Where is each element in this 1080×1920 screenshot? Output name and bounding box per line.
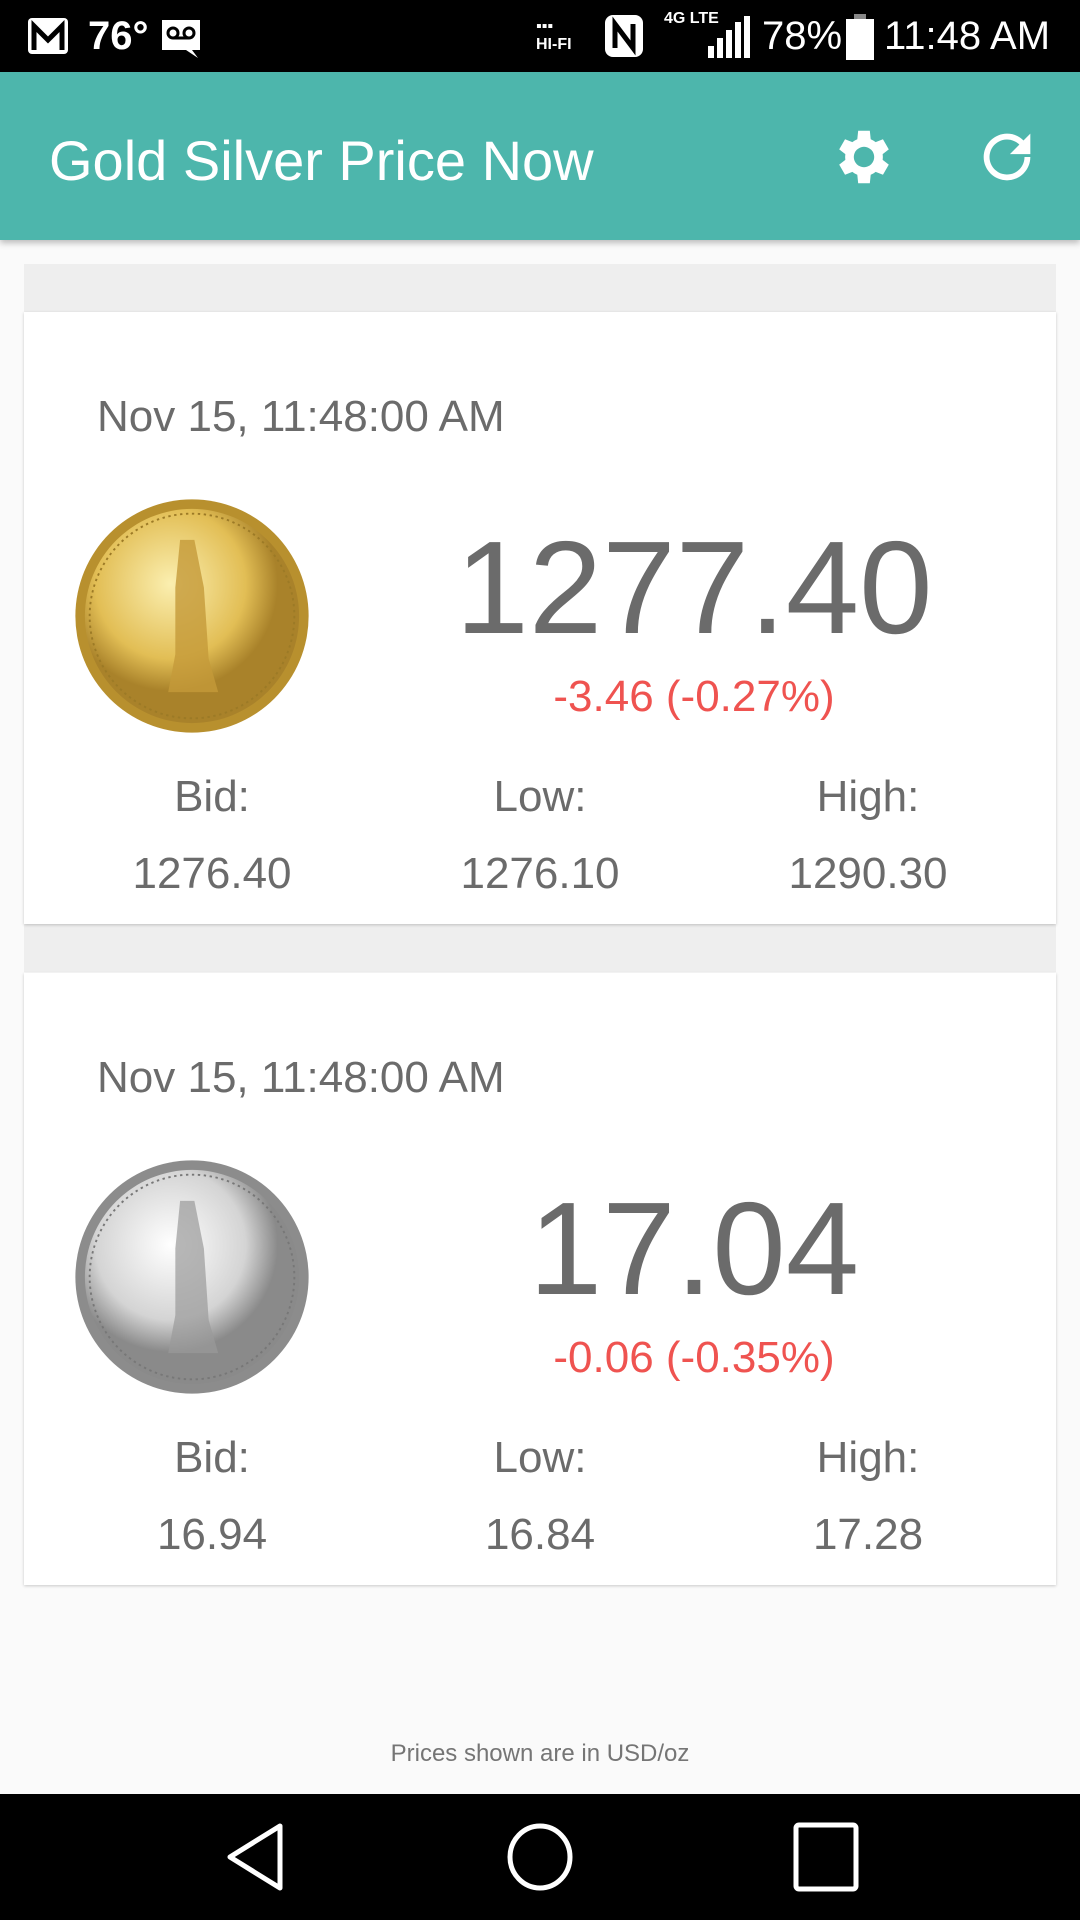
card-spacer xyxy=(24,924,1056,972)
home-icon[interactable] xyxy=(506,1822,574,1892)
gold-price: 1277.40 xyxy=(455,514,933,661)
recents-icon[interactable] xyxy=(792,1822,860,1892)
gmail-icon xyxy=(26,16,70,66)
bid-value: 16.94 xyxy=(156,1510,268,1559)
nfc-icon xyxy=(604,14,644,68)
gold-price-card[interactable]: Nov 15, 11:48:00 AM 1277.40 -3.46 (-0.27… xyxy=(24,312,1056,924)
timestamp: Nov 15, 11:48:00 AM xyxy=(97,1053,505,1102)
high-value: 1290.30 xyxy=(788,849,948,898)
app-title: Gold Silver Price Now xyxy=(49,129,594,192)
bid-label: Bid: xyxy=(174,772,250,821)
app-bar: Gold Silver Price Now xyxy=(0,72,1080,240)
back-icon[interactable] xyxy=(222,1822,286,1892)
voicemail-icon xyxy=(160,18,202,68)
bid-label: Bid: xyxy=(174,1433,250,1482)
card-spacer xyxy=(24,264,1056,312)
silver-price: 17.04 xyxy=(528,1175,860,1322)
refresh-button[interactable] xyxy=(972,122,1042,192)
status-bar: 76° ▪▪▪ HI-FI 4G LTE 78% 11:48 AM xyxy=(0,0,1080,72)
bid-value: 1276.40 xyxy=(132,849,292,898)
gold-price-change: -3.46 (-0.27%) xyxy=(553,672,835,721)
signal-icon xyxy=(708,16,750,68)
battery-percent: 78% xyxy=(762,14,843,58)
currency-note: Prices shown are in USD/oz xyxy=(390,1740,690,1767)
silver-coin-image xyxy=(75,1160,309,1394)
battery-icon xyxy=(846,14,874,70)
timestamp: Nov 15, 11:48:00 AM xyxy=(97,392,505,441)
refresh-icon xyxy=(983,133,1031,181)
low-label: Low: xyxy=(493,772,587,821)
hifi-icon: ▪▪▪ HI-FI xyxy=(536,18,572,53)
high-label: High: xyxy=(816,1433,920,1482)
network-type: 4G LTE xyxy=(664,10,719,27)
settings-button[interactable] xyxy=(829,122,899,192)
low-label: Low: xyxy=(493,1433,587,1482)
clock: 11:48 AM xyxy=(884,14,1051,58)
low-value: 16.84 xyxy=(484,1510,596,1559)
gold-coin-image xyxy=(75,499,309,733)
temperature: 76° xyxy=(88,14,149,58)
silver-price-card[interactable]: Nov 15, 11:48:00 AM 17.04 -0.06 (-0.35%)… xyxy=(24,973,1056,1585)
high-label: High: xyxy=(816,772,920,821)
gear-icon xyxy=(839,130,889,184)
silver-price-change: -0.06 (-0.35%) xyxy=(553,1333,835,1382)
navigation-bar xyxy=(0,1794,1080,1920)
low-value: 1276.10 xyxy=(460,849,620,898)
high-value: 17.28 xyxy=(812,1510,924,1559)
